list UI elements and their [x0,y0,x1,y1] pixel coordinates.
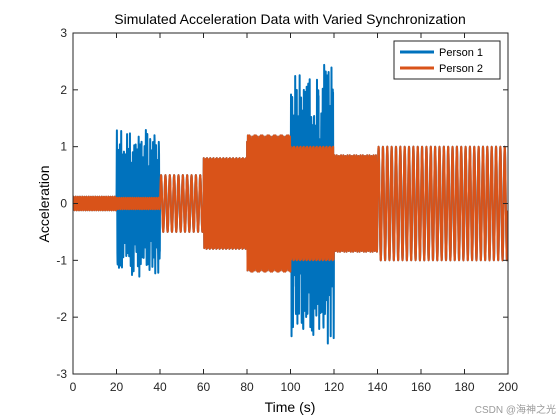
y-tick-label: -2 [56,310,67,324]
x-tick-label: 180 [454,380,474,394]
x-tick-label: 200 [498,380,518,394]
y-tick-label: 3 [60,26,67,40]
legend-box [393,40,501,80]
series-line-2 [73,134,508,273]
y-tick-label: 1 [60,140,67,154]
x-tick-label: 20 [110,380,124,394]
x-tick-label: 60 [197,380,211,394]
plot-area [73,63,508,345]
x-tick-label: 120 [324,380,344,394]
y-tick-label: -3 [56,367,67,381]
x-tick-label: 0 [70,380,77,394]
y-tick-label: 2 [60,83,67,97]
x-tick-label: 100 [280,380,300,394]
y-tick-label: 0 [60,197,67,211]
y-tick-label: -1 [56,253,67,267]
x-tick-label: 140 [367,380,387,394]
legend: Person 1 Person 2 [393,40,501,80]
x-tick-label: 80 [240,380,254,394]
x-axis-title: Time (s) [265,399,316,415]
watermark-text: CSDN @海神之光 [475,403,556,416]
y-axis-title: Acceleration [36,165,52,242]
x-tick-label: 160 [411,380,431,394]
legend-label-1: Person 1 [439,47,483,59]
x-tick-label: 40 [153,380,167,394]
chart-title: Simulated Acceleration Data with Varied … [114,11,465,27]
legend-label-2: Person 2 [439,63,483,75]
axes: 0 20 40 60 80 100 120 140 160 180 200 3 2 1 0 -1 -2 -3 [56,26,518,394]
